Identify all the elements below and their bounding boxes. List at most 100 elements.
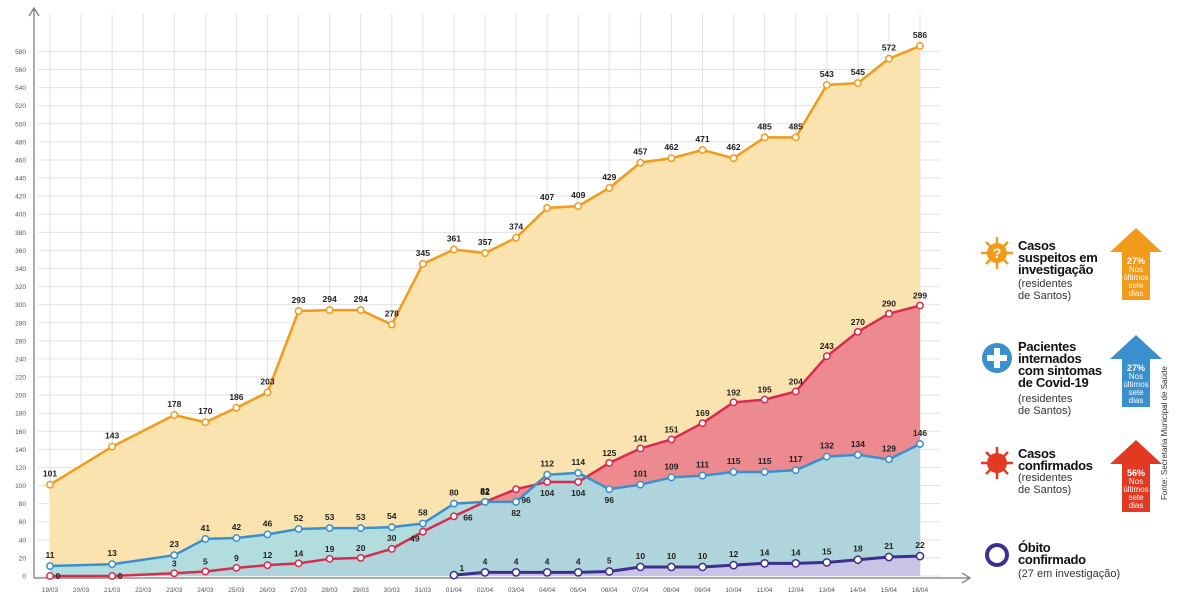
y-tick-label: 260 xyxy=(15,338,26,345)
x-tick-label: 06/04 xyxy=(601,587,618,594)
data-point xyxy=(232,534,241,542)
data-label: 41 xyxy=(201,523,211,533)
x-tick-label: 22/03 xyxy=(135,587,152,594)
x-tick-label: 09/04 xyxy=(694,587,711,594)
data-label: 462 xyxy=(664,142,678,152)
x-tick-label: 31/03 xyxy=(415,587,432,594)
data-label: 49 xyxy=(410,534,420,544)
data-point xyxy=(604,567,614,576)
data-point xyxy=(325,306,334,315)
data-point xyxy=(542,568,552,577)
data-label: 125 xyxy=(602,448,616,458)
plus-cross-icon xyxy=(982,343,1012,373)
data-point xyxy=(46,480,54,489)
ring-icon xyxy=(985,543,1009,567)
y-tick-label: 240 xyxy=(15,356,26,363)
data-label: 485 xyxy=(758,121,772,131)
y-tick-label: 480 xyxy=(15,139,26,146)
data-label: 374 xyxy=(509,222,523,232)
legend-suspeitos-note: Nos últimos sete dias xyxy=(1123,265,1149,298)
legend-internados-pct: 27% xyxy=(1126,363,1145,373)
y-tick-label: 460 xyxy=(15,157,26,164)
data-label: 170 xyxy=(198,406,212,416)
data-point xyxy=(325,554,334,563)
data-point xyxy=(480,568,490,577)
y-tick-label: 520 xyxy=(15,103,26,110)
data-label: 117 xyxy=(789,454,803,464)
data-label: 22 xyxy=(915,540,925,550)
data-point xyxy=(667,562,676,572)
legend-suspeitos-arrow: 27% Nos últimos sete dias xyxy=(1110,228,1162,300)
legend-obito-sub: (27 em investigação) xyxy=(1018,568,1121,580)
legend-confirmados-note: Nos últimos sete dias xyxy=(1123,477,1149,510)
x-tick-label: 02/04 xyxy=(477,587,494,594)
data-label: 543 xyxy=(820,69,834,79)
y-tick-label: 60 xyxy=(19,519,27,526)
data-point xyxy=(915,551,925,561)
data-label: 104 xyxy=(571,488,585,498)
x-axis-arrow xyxy=(961,572,972,584)
x-tick-label: 01/04 xyxy=(446,587,463,594)
data-point xyxy=(916,301,924,310)
data-point xyxy=(605,184,614,192)
x-tick-label: 15/04 xyxy=(881,587,898,594)
data-label: 178 xyxy=(167,399,181,409)
y-tick-label: 400 xyxy=(15,212,26,219)
data-label: 42 xyxy=(232,522,242,532)
data-label: 96 xyxy=(605,495,615,505)
y-tick-label: 560 xyxy=(15,67,26,74)
legend-obito-title: Óbito confirmado xyxy=(1018,540,1086,567)
data-label: 66 xyxy=(463,512,473,522)
legend-confirmados-arrow: 56% Nos últimos sete dias xyxy=(1110,440,1162,512)
data-point xyxy=(325,524,334,533)
data-label: 19 xyxy=(325,544,335,554)
data-point xyxy=(387,320,396,329)
data-point xyxy=(387,544,396,553)
data-label: 141 xyxy=(633,433,647,443)
data-label: 80 xyxy=(449,488,459,498)
data-label: 101 xyxy=(43,469,57,479)
data-point xyxy=(170,551,179,560)
data-point xyxy=(232,403,241,412)
data-label: 409 xyxy=(571,190,585,200)
data-point xyxy=(543,477,552,486)
data-label: 278 xyxy=(385,309,399,319)
data-point xyxy=(232,563,241,572)
data-label: 1 xyxy=(460,563,465,573)
data-label: 82 xyxy=(511,508,521,518)
data-label: 129 xyxy=(882,443,896,453)
data-point xyxy=(760,468,769,476)
data-label: 111 xyxy=(696,460,710,470)
data-label: 11 xyxy=(46,550,55,560)
data-point xyxy=(605,458,614,467)
data-label: 290 xyxy=(882,299,896,309)
x-tick-label: 08/04 xyxy=(663,587,680,594)
data-point xyxy=(170,569,179,578)
data-label: 82 xyxy=(480,487,490,497)
chart: 0204060801001201401601802002202402602803… xyxy=(15,6,972,594)
data-label: 4 xyxy=(576,556,581,566)
y-tick-label: 100 xyxy=(15,483,26,490)
data-label: 10 xyxy=(636,551,646,561)
data-point xyxy=(512,233,521,242)
data-label: 134 xyxy=(851,439,865,449)
legend-confirmados-title: Casos confirmados xyxy=(1018,446,1093,473)
x-tick-label: 16/04 xyxy=(912,587,929,594)
data-point xyxy=(356,524,365,533)
legend-internados: Pacientes internados com sintomas de Cov… xyxy=(980,335,1200,445)
data-label: 58 xyxy=(418,508,428,518)
data-point xyxy=(760,558,769,568)
data-point xyxy=(791,133,800,142)
data-label: 429 xyxy=(602,172,616,182)
x-tick-label: 27/03 xyxy=(290,587,307,594)
legend-internados-sub: (residentes de Santos) xyxy=(1018,393,1073,417)
data-label: 357 xyxy=(478,237,492,247)
y-axis-arrow xyxy=(28,6,40,17)
data-label: 462 xyxy=(726,142,740,152)
data-point xyxy=(46,572,54,580)
data-label: 203 xyxy=(260,376,274,386)
data-label: 54 xyxy=(387,511,397,521)
data-label: 14 xyxy=(760,547,770,557)
x-tick-label: 25/03 xyxy=(228,587,245,594)
data-point xyxy=(449,570,459,580)
